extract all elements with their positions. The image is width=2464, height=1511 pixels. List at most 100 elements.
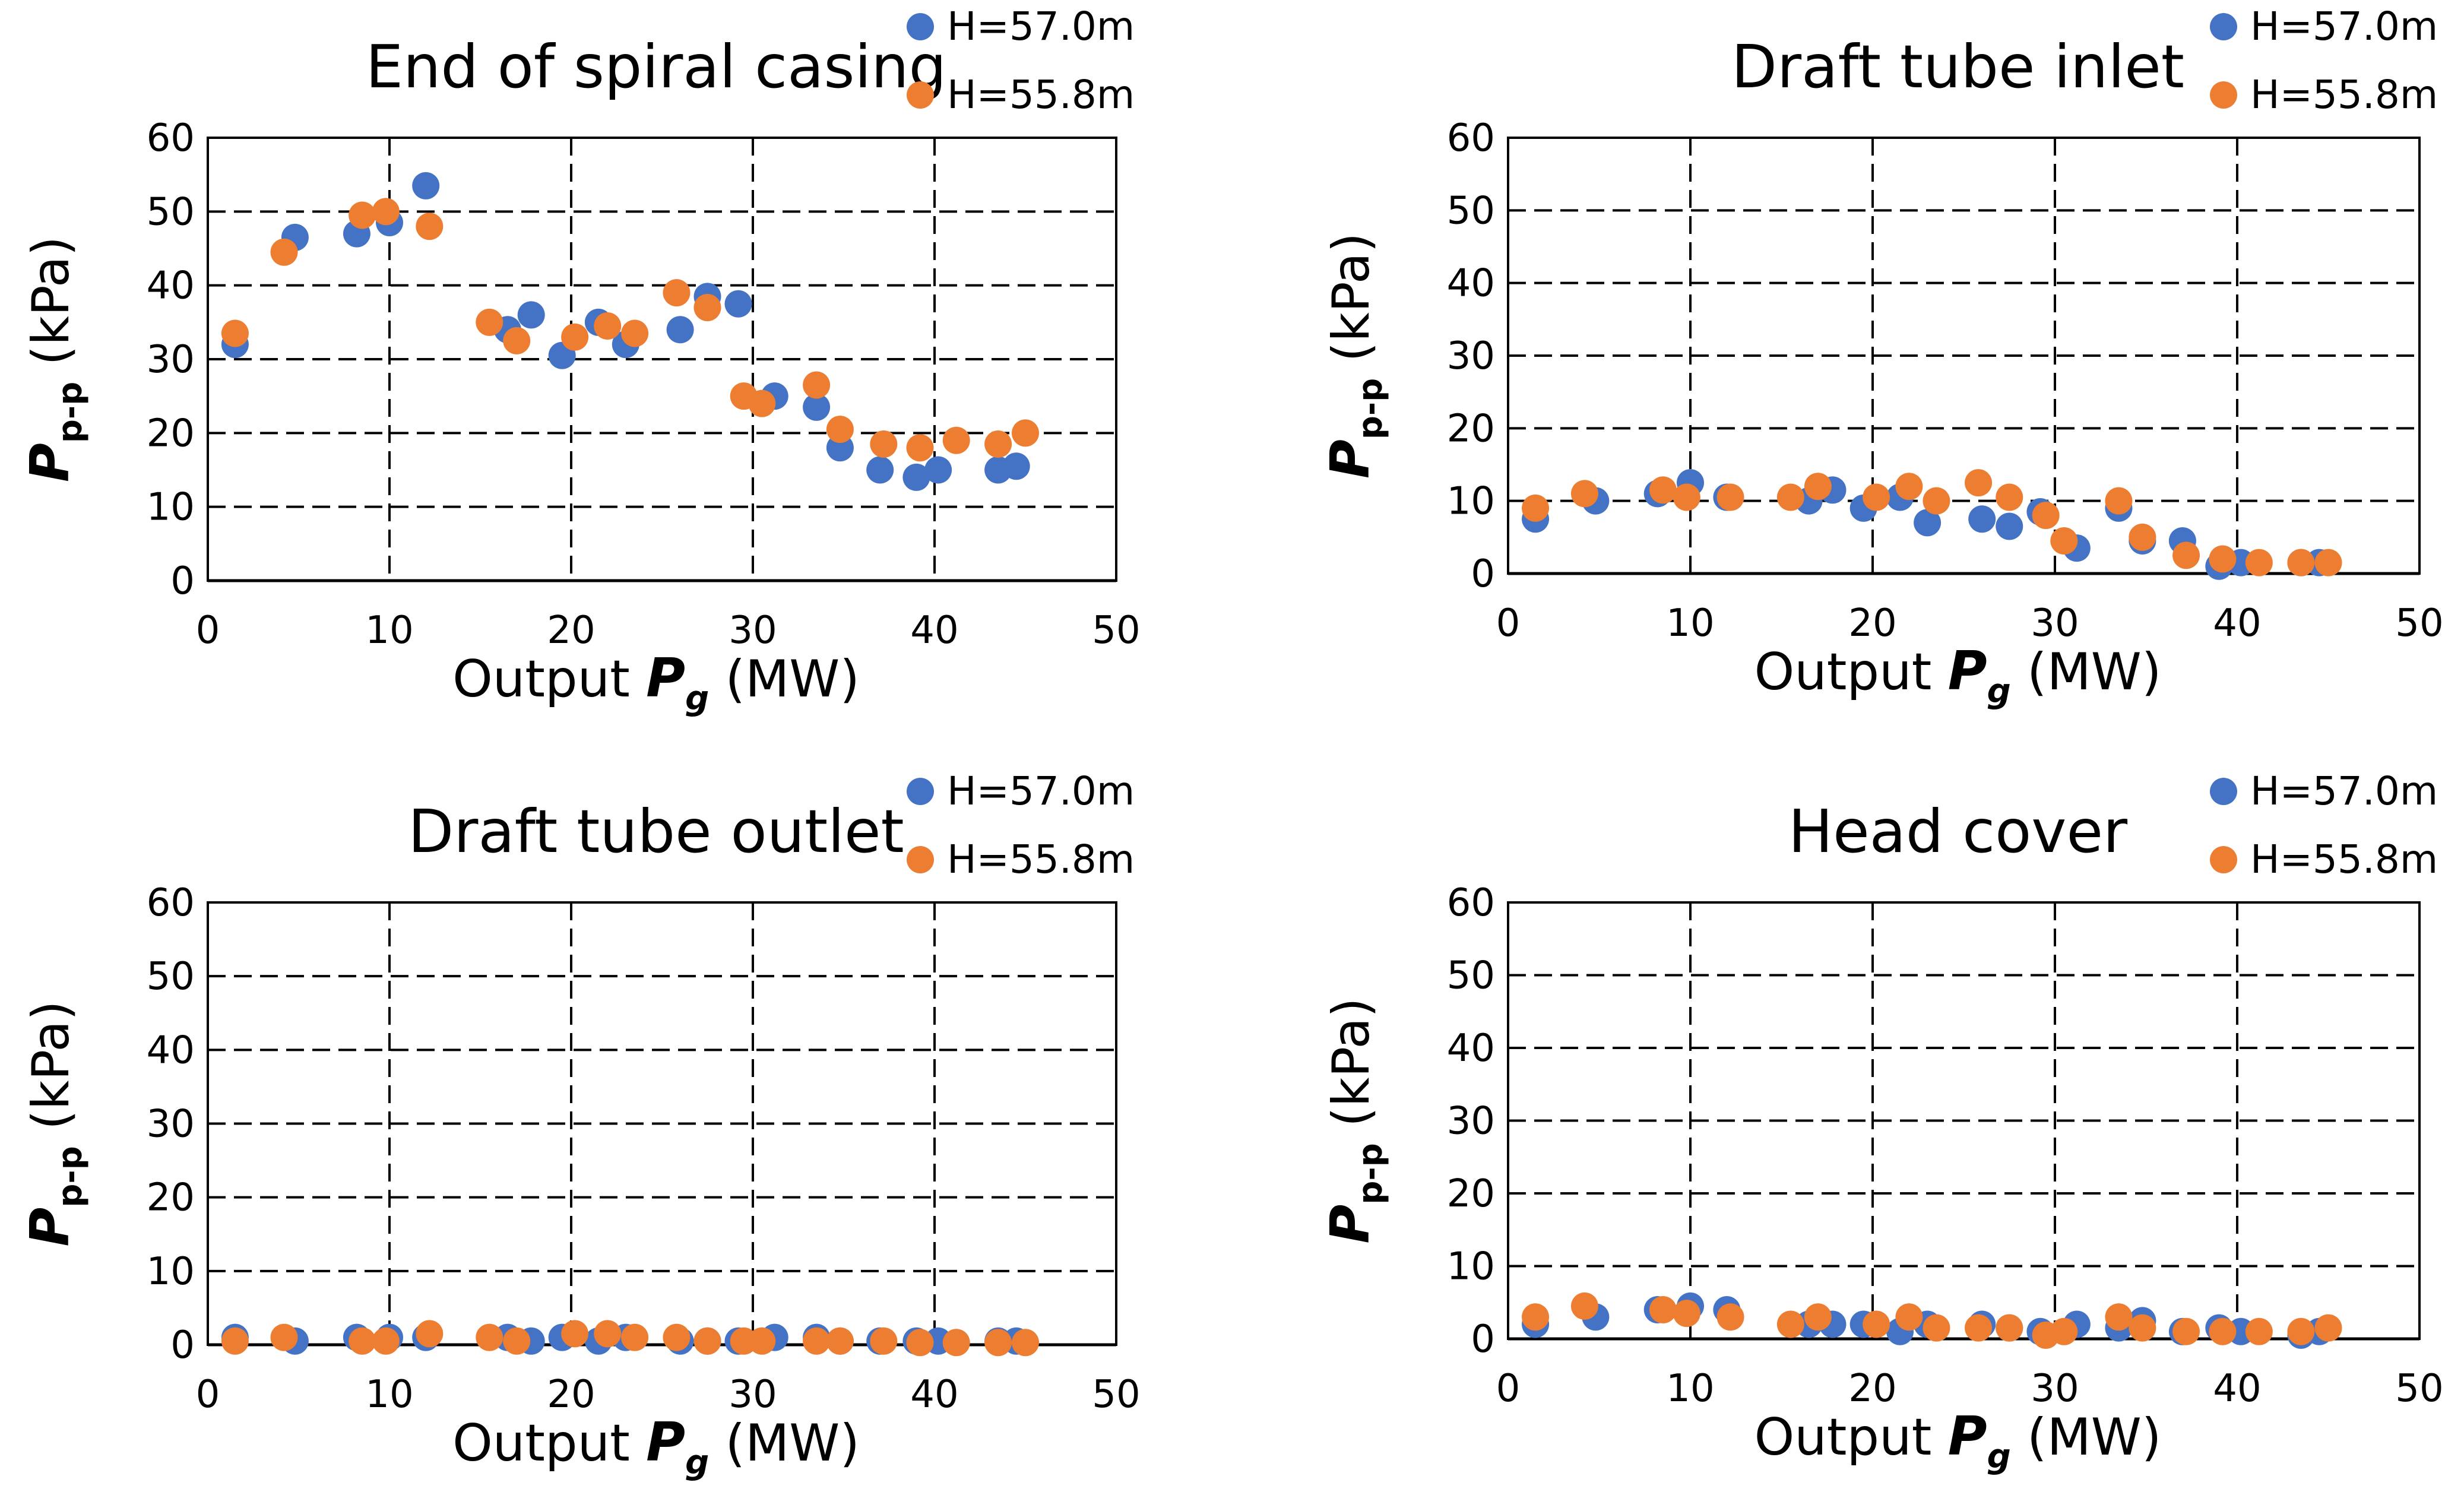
data-point xyxy=(870,430,898,458)
chart-title: Draft tube outlet xyxy=(408,797,904,866)
chart-panel: 0 10 20 30 40 50 60 0 10 20 30 40 50 End of spiral ca… xyxy=(19,4,1141,718)
x-tick-label: 20 xyxy=(1848,601,1896,645)
data-point xyxy=(1716,483,1744,511)
data-point xyxy=(906,434,934,462)
data-point xyxy=(924,456,952,484)
data-point xyxy=(561,323,589,351)
y-tick-label: 30 xyxy=(1447,1100,1495,1143)
legend-marker xyxy=(907,81,934,109)
y-tick-label: 40 xyxy=(147,264,195,308)
x-tick-label: 10 xyxy=(1666,601,1714,645)
y-tick-label: 60 xyxy=(1447,881,1495,925)
data-point xyxy=(349,201,376,229)
data-point xyxy=(942,1329,970,1357)
data-point xyxy=(1649,476,1677,504)
data-point xyxy=(1965,469,1993,497)
data-point xyxy=(1716,1303,1744,1331)
data-point xyxy=(416,1320,444,1348)
data-point xyxy=(1996,1314,2023,1342)
y-tick-label: 20 xyxy=(147,1176,195,1220)
data-point xyxy=(517,301,545,329)
y-tick-label: 10 xyxy=(147,1250,195,1294)
data-point xyxy=(2172,1317,2200,1345)
legend-marker xyxy=(907,778,934,805)
data-point xyxy=(594,312,622,340)
y-tick-label: 50 xyxy=(1447,954,1495,998)
data-point xyxy=(1965,1314,1993,1342)
data-point xyxy=(503,327,531,354)
data-point xyxy=(803,371,831,399)
data-point xyxy=(826,1327,854,1355)
data-point xyxy=(1649,1296,1677,1323)
data-point xyxy=(2245,1317,2273,1345)
x-tick-label: 30 xyxy=(2031,1367,2079,1411)
x-tick-label: 30 xyxy=(2031,601,2079,645)
y-tick-label: 60 xyxy=(147,116,195,160)
data-point xyxy=(416,213,444,240)
data-point xyxy=(1012,419,1039,447)
data-point xyxy=(1914,509,1942,537)
data-point xyxy=(1996,512,2023,540)
legend-marker xyxy=(907,13,934,40)
data-point xyxy=(503,1327,531,1355)
data-point xyxy=(1863,483,1890,511)
data-point xyxy=(1804,473,1832,501)
chart-panel: 0 10 20 30 40 50 60 0 10 20 30 40 50 Draft tube outle… xyxy=(19,768,1141,1482)
series-h558 xyxy=(1522,469,2342,576)
data-point xyxy=(221,319,249,347)
data-point xyxy=(1012,1329,1039,1357)
data-point xyxy=(1673,1300,1700,1328)
data-point xyxy=(621,319,649,347)
y-tick-label: 0 xyxy=(170,559,195,603)
x-tick-label: 0 xyxy=(196,1373,220,1417)
x-tick-label: 10 xyxy=(1666,1367,1714,1411)
legend-label: H=57.0m xyxy=(2250,4,2438,49)
x-tick-label: 40 xyxy=(2213,1367,2261,1411)
legend-marker xyxy=(907,846,934,873)
data-point xyxy=(1968,505,1996,533)
y-tick-label: 30 xyxy=(147,338,195,382)
data-point xyxy=(2032,502,2060,530)
x-tick-label: 20 xyxy=(547,1373,595,1417)
chart-title: Head cover xyxy=(1788,797,2128,866)
y-tick-label: 10 xyxy=(147,486,195,530)
data-point xyxy=(1923,1314,1950,1342)
data-point xyxy=(1522,1303,1550,1331)
y-tick-label: 10 xyxy=(1447,1245,1495,1289)
data-point xyxy=(826,416,854,444)
x-tick-label: 50 xyxy=(1092,609,1140,652)
data-point xyxy=(2129,1314,2156,1342)
data-point xyxy=(372,198,400,226)
x-tick-label: 10 xyxy=(365,1373,413,1417)
chart-title: Draft tube inlet xyxy=(1731,32,2184,102)
y-tick-label: 60 xyxy=(1447,116,1495,160)
x-axis-label: Output Pg (MW) xyxy=(1754,640,2162,711)
chart-title: End of spiral casing xyxy=(366,32,946,102)
data-point xyxy=(984,430,1012,458)
data-point xyxy=(2105,487,2133,515)
y-axis-label: Pp-p (kPa) xyxy=(19,236,90,482)
data-point xyxy=(221,1327,249,1355)
data-point xyxy=(748,389,776,417)
y-axis-label: Pp-p (kPa) xyxy=(1319,233,1390,479)
series-h558 xyxy=(1522,1292,2342,1349)
y-tick-label: 20 xyxy=(147,411,195,455)
data-point xyxy=(870,1327,898,1355)
x-tick-label: 10 xyxy=(365,609,413,652)
y-tick-label: 40 xyxy=(1447,262,1495,306)
data-point xyxy=(1522,494,1550,522)
legend-label: H=55.8m xyxy=(947,72,1135,118)
x-tick-label: 50 xyxy=(2395,1367,2443,1411)
data-point xyxy=(1570,1292,1598,1320)
x-tick-label: 0 xyxy=(196,609,220,652)
legend-marker xyxy=(2210,778,2237,805)
data-point xyxy=(693,1327,721,1355)
x-tick-label: 50 xyxy=(1092,1373,1140,1417)
legend-label: H=55.8m xyxy=(947,837,1135,882)
data-point xyxy=(942,426,970,454)
data-point xyxy=(2287,549,2315,576)
x-tick-label: 0 xyxy=(1496,1367,1521,1411)
data-point xyxy=(2050,1317,2078,1345)
y-tick-label: 0 xyxy=(1471,1317,1495,1361)
